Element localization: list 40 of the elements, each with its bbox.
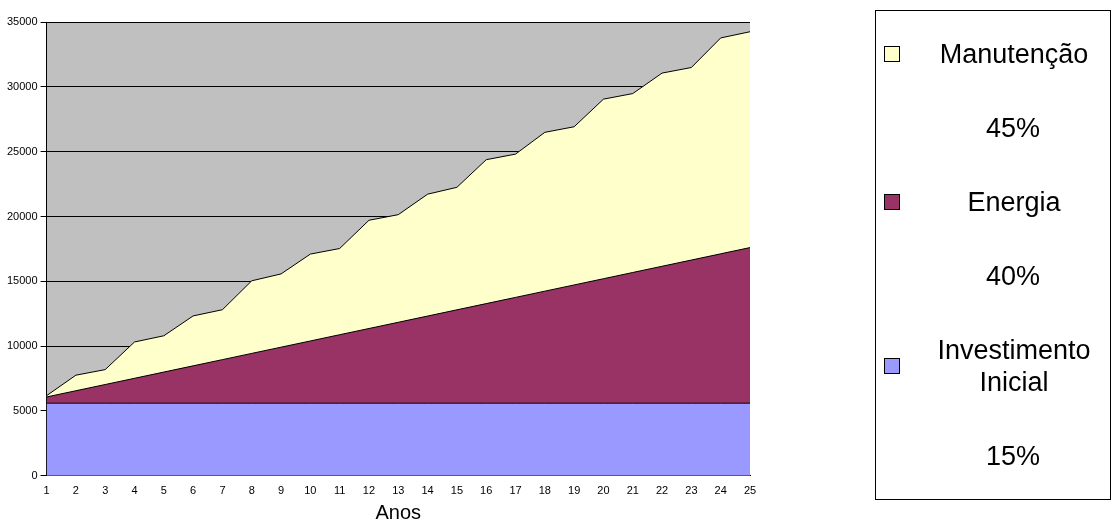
x-tick-label: 13: [392, 484, 405, 497]
legend-label: Manutenção: [938, 38, 1090, 71]
x-tick-label: 24: [714, 484, 727, 497]
y-tick-label: 20000: [6, 209, 38, 222]
x-tick-label: 4: [131, 484, 138, 497]
x-tick-label: 16: [480, 484, 493, 497]
x-tick-label: 14: [421, 484, 434, 497]
x-axis-title: Anos: [375, 500, 422, 523]
x-tick-label: 3: [102, 484, 109, 497]
x-tick-label: 21: [626, 484, 639, 497]
x-tick-label: 10: [304, 484, 317, 497]
y-tick-label: 0: [31, 468, 38, 481]
y-tick-label: 15000: [6, 274, 38, 287]
y-tick-label: 5000: [13, 404, 38, 416]
x-tick-label: 8: [248, 484, 255, 497]
y-tick-label: 35000: [6, 15, 38, 28]
x-tick-label: 9: [278, 484, 285, 497]
text: 40%: [984, 260, 1041, 292]
x-tick-label: 22: [655, 484, 669, 497]
x-tick-label: 19: [568, 484, 581, 497]
x-tick-label: 25: [743, 484, 757, 497]
text: 45%: [984, 112, 1041, 144]
y-tick-label: 30000: [6, 79, 38, 92]
x-tick-label: 12: [362, 484, 376, 497]
x-tick-label: 11: [333, 484, 346, 497]
x-tick-label: 18: [538, 484, 551, 497]
x-tick-label: 17: [509, 484, 522, 497]
x-tick-label: 1: [43, 484, 50, 497]
y-tick-label: 10000: [6, 339, 38, 352]
x-tick-label: 7: [219, 484, 226, 497]
text: 15%: [984, 440, 1041, 472]
x-tick-label: 2: [72, 484, 79, 497]
x-tick-label: 20: [597, 484, 610, 497]
x-tick-label: 23: [685, 484, 698, 497]
y-tick-label: 25000: [6, 144, 38, 157]
x-tick-label: 5: [160, 484, 167, 497]
x-tick-label: 6: [190, 484, 197, 497]
legend-label: Investimento Inicial: [936, 334, 1092, 399]
text: Energia: [966, 186, 1062, 219]
x-tick-label: 15: [450, 484, 464, 497]
